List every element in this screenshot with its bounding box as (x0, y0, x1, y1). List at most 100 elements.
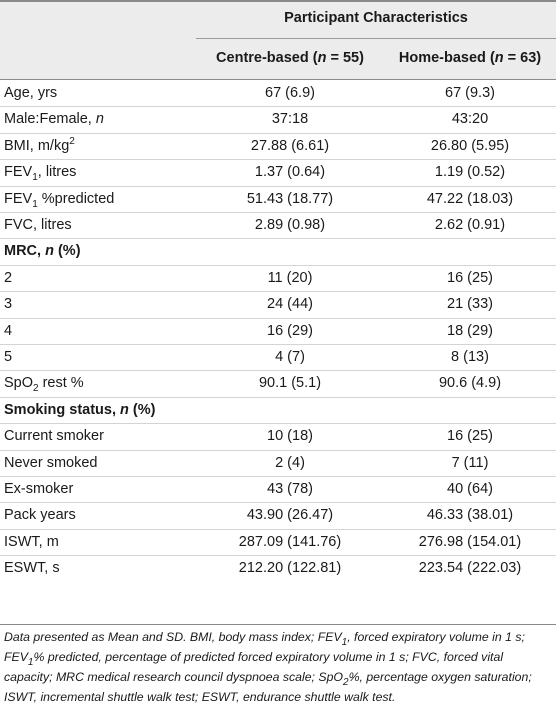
col1-label: Centre-based (216, 50, 309, 66)
row-label: Never smoked (4, 454, 98, 471)
table-row: SpO2 rest % 90.1 (5.1) 90.6 (4.9) (0, 370, 556, 396)
col2-n: (n = 63) (489, 50, 542, 66)
row-label: 2 (4, 269, 13, 286)
cell-centre-based: 2.89 (0.98) (254, 217, 326, 233)
row-label: 5 (4, 349, 13, 365)
cell-centre-based: 90.1 (5.1) (258, 375, 322, 392)
cell-centre-based: 27.88 (6.61) (250, 137, 330, 154)
cell-home-based: 21 (33) (447, 296, 493, 313)
col2-label: Home-based (398, 50, 486, 66)
table-row: BMI, m/kg2 27.88 (6.61) 26.80 (5.95) (0, 133, 556, 159)
row-label: Ex-smoker (4, 481, 74, 497)
cell-centre-based: 11 (20) (267, 269, 313, 286)
cell-centre-based: 10 (18) (267, 428, 313, 445)
cell-home-based: 16 (25) (447, 428, 493, 445)
cell-centre-based: 2 (4) (275, 454, 305, 471)
row-label: MRC, n (%) (4, 243, 81, 260)
row-divider (0, 159, 556, 161)
row-label: FVC, litres (4, 217, 72, 233)
cell-home-based: 43:20 (451, 111, 489, 128)
group-underline (196, 38, 556, 39)
row-divider (0, 449, 556, 451)
cell-home-based: 2.62 (0.91) (434, 217, 506, 233)
cell-home-based: 7 (11) (451, 454, 489, 471)
row-label: Male:Female, n (4, 111, 104, 128)
cell-home-based: 8 (13) (451, 349, 489, 365)
cell-home-based: 26.80 (5.95) (430, 137, 510, 154)
table-row: FEV1 %predicted 51.43 (18.77) 47.22 (18.03… (0, 186, 556, 212)
row-label: 3 (4, 296, 13, 313)
row-divider (0, 212, 556, 213)
row-divider (0, 502, 556, 504)
column-header-centre-based: Centre-based (n = 55) (196, 50, 384, 66)
cell-home-based: 47.22 (18.03) (426, 190, 514, 207)
cell-home-based: 40 (64) (447, 481, 493, 497)
row-divider (0, 528, 556, 530)
table-row: 4 16 (29) 18 (29) (0, 318, 556, 344)
cell-centre-based: 1.37 (0.64) (254, 164, 326, 181)
row-label: ISWT, m (4, 533, 59, 550)
cell-centre-based: 4 (7) (275, 349, 305, 365)
row-divider (0, 317, 556, 319)
cell-centre-based: 51.43 (18.77) (246, 190, 334, 207)
row-label: Pack years (4, 507, 76, 524)
row-label: SpO2 rest % (4, 375, 84, 395)
table-row: Age, yrs 67 (6.9) 67 (9.3) (0, 80, 556, 106)
cell-home-based: 16 (25) (447, 269, 493, 286)
row-divider (0, 370, 556, 372)
cell-centre-based: 67 (6.9) (265, 85, 315, 101)
table-row: Male:Female, n 37:18 43:20 (0, 106, 556, 132)
row-label: BMI, m/kg2 (4, 135, 75, 154)
row-divider (0, 185, 556, 187)
cell-home-based: 18 (29) (447, 322, 493, 339)
row-divider (0, 476, 556, 477)
cell-home-based: 223.54 (222.03) (418, 560, 522, 577)
header-rule (0, 79, 556, 80)
row-divider (0, 423, 556, 425)
cell-centre-based: 43 (78) (267, 481, 313, 497)
group-title: Participant Characteristics (284, 10, 468, 26)
row-divider (0, 264, 556, 266)
row-divider (0, 291, 556, 293)
table-row: Current smoker 10 (18) 16 (25) (0, 423, 556, 449)
row-label: Age, yrs (4, 85, 58, 101)
cell-centre-based: 16 (29) (267, 322, 313, 339)
cell-centre-based: 287.09 (141.76) (238, 533, 342, 550)
table-row: FEV1, litres 1.37 (0.64) 1.19 (0.52) (0, 159, 556, 185)
column-header-home-based: Home-based (n = 63) (384, 50, 556, 66)
row-label: ESWT, s (4, 560, 60, 577)
header-band (0, 0, 556, 40)
section-header-row: MRC, n (%) (0, 238, 556, 264)
cell-home-based: 276.98 (154.01) (418, 533, 522, 550)
cell-centre-based: 212.20 (122.81) (238, 560, 342, 577)
row-label: Current smoker (4, 428, 104, 445)
header-band-columns (0, 40, 556, 79)
cell-home-based: 67 (9.3) (445, 85, 495, 101)
table-row: FVC, litres 2.89 (0.98) 2.62 (0.91) (0, 212, 556, 238)
table-row: ESWT, s 212.20 (122.81) 223.54 (222.03) (0, 555, 556, 581)
cell-home-based: 1.19 (0.52) (434, 164, 506, 181)
cell-centre-based: 37:18 (271, 111, 309, 128)
cell-centre-based: 24 (44) (267, 296, 313, 313)
table-row: Never smoked 2 (4) 7 (11) (0, 450, 556, 476)
table-row: 5 4 (7) 8 (13) (0, 344, 556, 370)
row-divider (0, 555, 556, 557)
row-label: 4 (4, 322, 13, 339)
table-row: Ex-smoker 43 (78) 40 (64) (0, 476, 556, 502)
col1-n: (n = 55) (312, 50, 364, 66)
cell-home-based: 46.33 (38.01) (426, 507, 514, 524)
row-divider (0, 106, 556, 108)
table-bottom-rule (0, 624, 556, 625)
row-label: FEV1, litres (4, 164, 77, 184)
table-row: ISWT, m 287.09 (141.76) 276.98 (154.01) (0, 529, 556, 555)
table-row: 2 11 (20) 16 (25) (0, 265, 556, 291)
row-divider (0, 396, 556, 398)
row-label: FEV1 %predicted (4, 190, 115, 210)
row-label: Smoking status, n (%) (4, 401, 156, 418)
table-footnote: Data presented as Mean and SD. BMI, body… (4, 630, 532, 704)
cell-centre-based: 43.90 (26.47) (246, 507, 334, 524)
row-divider (0, 238, 556, 240)
table-row: Pack years 43.90 (26.47) 46.33 (38.01) (0, 502, 556, 528)
table-row: 3 24 (44) 21 (33) (0, 291, 556, 317)
